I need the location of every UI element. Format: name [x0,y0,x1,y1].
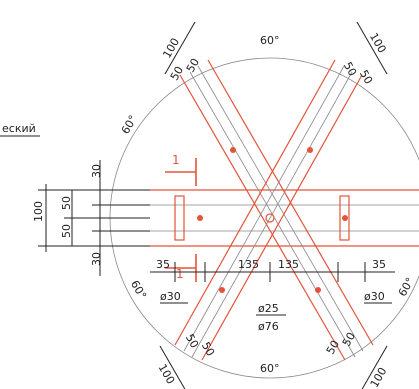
dim-bottom-right-50b: 50 [340,330,358,349]
dim-bottom-chain [150,262,395,282]
dim-d30-right: ø30 [364,290,385,303]
angle-bottom: 60° [260,362,280,375]
bar-horizontal [150,189,419,247]
dim-left-30b: 30 [90,252,103,266]
dim-bottom-right: 100 [356,345,390,389]
dim-top-left-100: 100 [160,36,182,61]
dim-135-right: 135 [278,258,299,271]
dim-top-left-50b: 50 [184,56,202,75]
section-mark-label-bottom: 1 [176,267,184,281]
angle-upper-left: 60° [119,113,140,136]
dim-top-right-50b: 50 [357,68,375,87]
dim-left-chain [38,160,150,276]
dim-bottom-left-50a: 50 [183,332,201,351]
angle-top: 60° [260,34,280,47]
dim-top-right-100: 100 [367,31,389,56]
dim-left-50a: 50 [60,196,73,210]
dim-135-left: 135 [238,258,259,271]
dim-d25: ø25 [258,302,279,315]
side-label: еский [2,122,36,135]
dim-d30-left: ø30 [160,290,181,303]
dim-bottom-left-50b: 50 [199,340,217,359]
dim-35-left: 35 [156,258,170,271]
section-mark-bottom: 1 [165,254,197,282]
center-node [265,213,275,223]
dim-bottom-right-50a: 50 [324,338,342,357]
section-mark-top: 1 [165,153,197,186]
dim-d76: ø76 [258,320,279,333]
dim-top-right-50a: 50 [341,60,359,79]
dim-bottom-right-100: 100 [368,365,390,389]
dim-left-50b: 50 [60,224,73,238]
section-mark-label-top: 1 [172,153,180,167]
angle-lower-right: 60° [396,275,417,298]
dim-top-left-50a: 50 [168,64,186,83]
dim-left-30a: 30 [90,164,103,178]
dim-35-right: 35 [372,258,386,271]
dim-left-100: 100 [32,201,45,222]
dim-top-right: 100 [356,21,389,75]
dim-bottom-left-100: 100 [156,362,178,387]
